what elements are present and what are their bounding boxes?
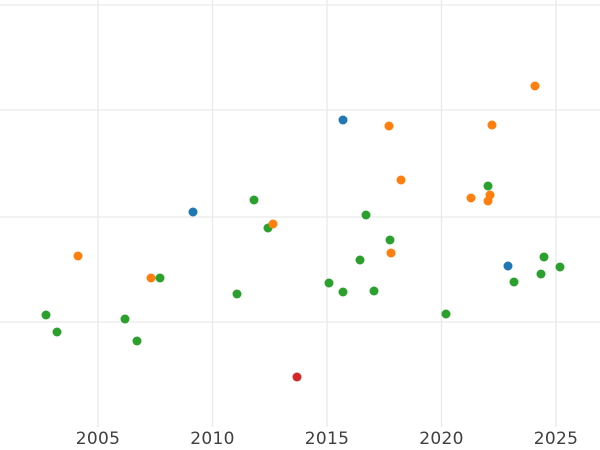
data-point-green xyxy=(355,255,365,265)
data-point-orange xyxy=(466,193,476,203)
data-point-orange xyxy=(73,251,83,261)
data-point-green xyxy=(338,287,348,297)
data-point-orange xyxy=(146,273,156,283)
data-point-green xyxy=(369,286,379,296)
data-point-green xyxy=(132,336,142,346)
data-point-green xyxy=(385,235,395,245)
data-point-green xyxy=(52,327,62,337)
data-point-green xyxy=(361,210,371,220)
data-point-green xyxy=(539,252,549,262)
data-point-green xyxy=(155,273,165,283)
data-point-blue xyxy=(188,207,198,217)
data-point-green xyxy=(249,195,259,205)
data-point-red xyxy=(292,372,302,382)
data-point-blue xyxy=(503,261,513,271)
data-point-orange xyxy=(485,190,495,200)
data-point-orange xyxy=(530,81,540,91)
data-point-orange xyxy=(268,219,278,229)
data-point-green xyxy=(324,278,334,288)
data-point-orange xyxy=(384,121,394,131)
data-point-blue xyxy=(338,115,348,125)
data-point-green xyxy=(441,309,451,319)
data-point-orange xyxy=(396,175,406,185)
data-point-green xyxy=(536,269,546,279)
data-point-green xyxy=(41,310,51,320)
data-point-orange xyxy=(487,120,497,130)
data-point-green xyxy=(120,314,130,324)
data-point-green xyxy=(509,277,519,287)
data-point-orange xyxy=(386,248,396,258)
data-point-green xyxy=(483,181,493,191)
data-point-green xyxy=(555,262,565,272)
data-point-green xyxy=(232,289,242,299)
